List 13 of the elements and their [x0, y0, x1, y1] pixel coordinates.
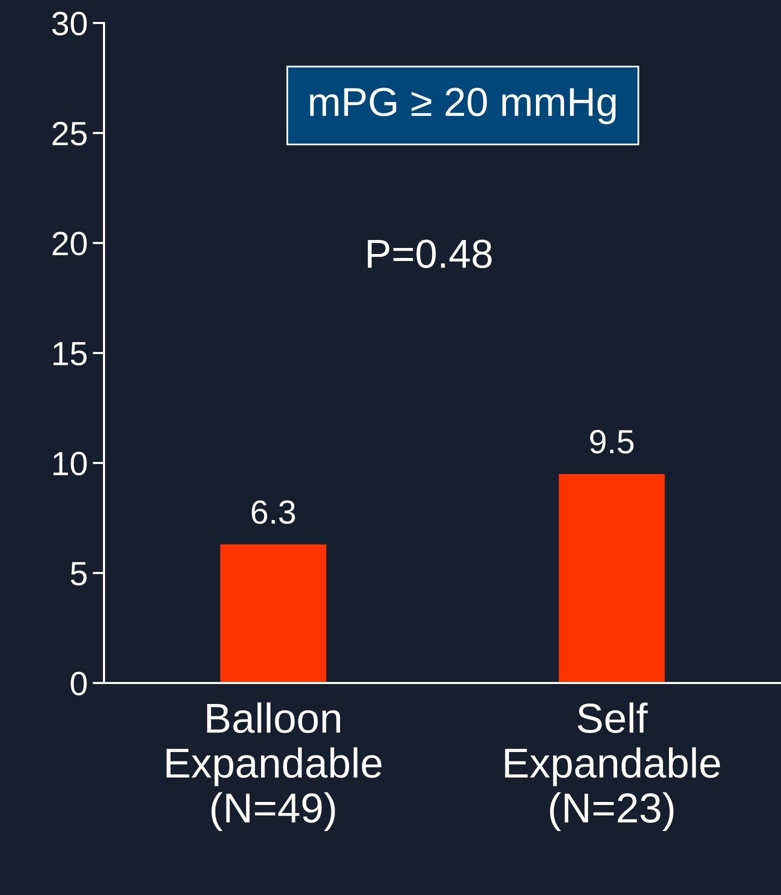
text: mPG ≥ 20 mmHg — [310, 88, 616, 124]
data-label: 9.5 — [590, 430, 634, 454]
x-tick-label: Balloon Expandable (N=49) — [166, 702, 382, 832]
y-tick-label: 20 — [52, 232, 87, 256]
y-tick-label: 10 — [53, 452, 87, 476]
y-tick-label: 5 — [70, 562, 87, 586]
y-tick-label: 0 — [70, 672, 87, 696]
y-tick-label: 30 — [52, 12, 87, 36]
data-label: 6.3 — [252, 500, 295, 524]
x-tick-label: Self Expandable (N=23) — [505, 702, 720, 832]
annotation: P=0.48 — [368, 240, 492, 268]
y-tick-label: 25 — [52, 122, 87, 146]
y-tick-label: 15 — [53, 342, 87, 366]
